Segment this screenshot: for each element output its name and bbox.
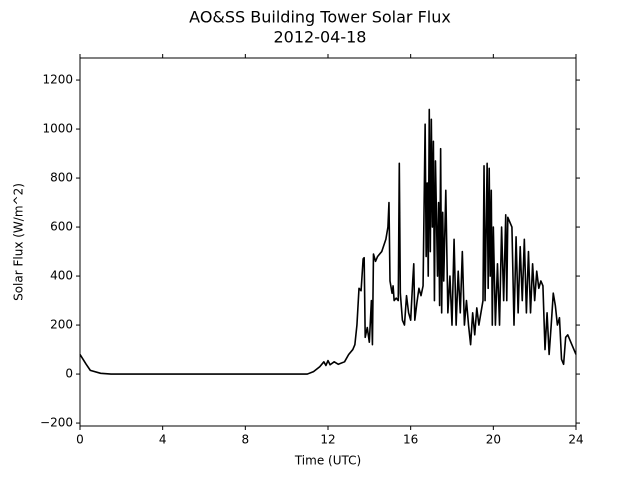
y-tick-label: 200 bbox=[50, 318, 73, 332]
chart-title: AO&SS Building Tower Solar Flux bbox=[189, 8, 451, 27]
x-tick-label: 20 bbox=[486, 433, 501, 447]
y-tick-label: 800 bbox=[50, 171, 73, 185]
x-axis-label: Time (UTC) bbox=[294, 454, 361, 468]
y-tick-label: 0 bbox=[65, 367, 73, 381]
flux-line bbox=[79, 108, 577, 375]
y-tick-label: 600 bbox=[50, 220, 73, 234]
x-tick-label: 8 bbox=[242, 433, 250, 447]
y-tick-label: 1000 bbox=[42, 122, 73, 136]
x-tick-label: 12 bbox=[320, 433, 335, 447]
x-tick-label: 0 bbox=[76, 433, 84, 447]
y-tick-label: 1200 bbox=[42, 73, 73, 87]
y-axis-label: Solar Flux (W/m^2) bbox=[12, 183, 26, 301]
x-tick-label: 24 bbox=[568, 433, 583, 447]
y-tick-label: 400 bbox=[50, 269, 73, 283]
chart-subtitle: 2012-04-18 bbox=[274, 28, 367, 47]
y-tick-label: −200 bbox=[40, 416, 73, 430]
x-tick-label: 16 bbox=[403, 433, 418, 447]
x-tick-label: 4 bbox=[159, 433, 167, 447]
